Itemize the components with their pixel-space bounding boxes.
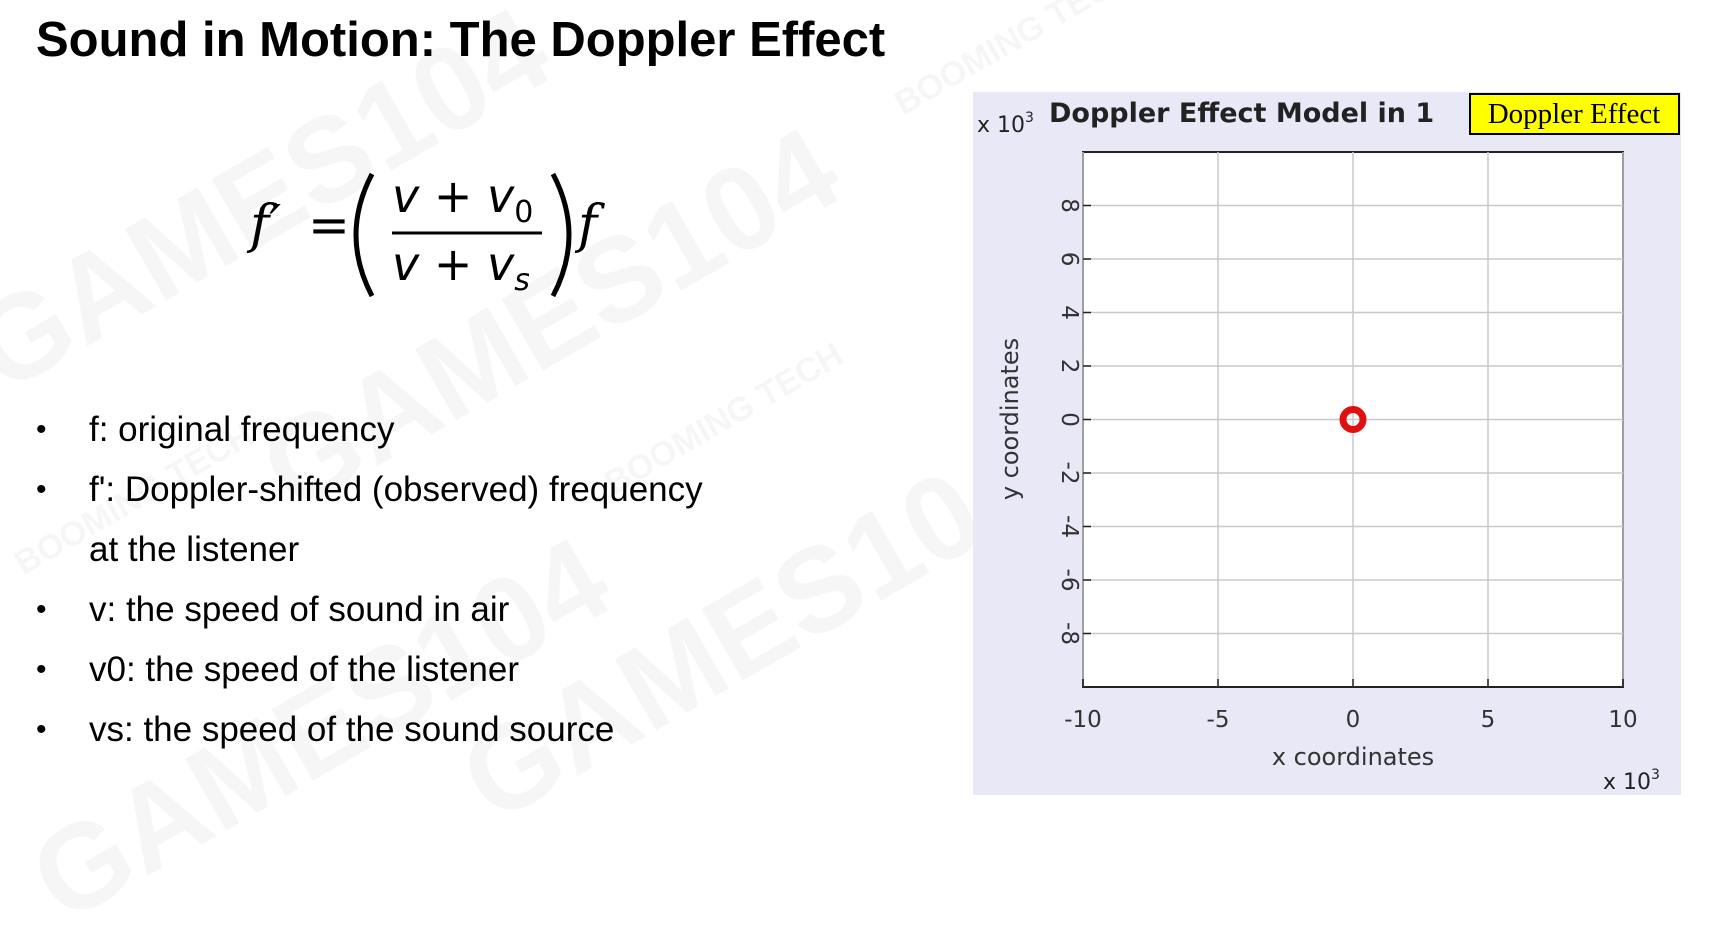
slide-title: Sound in Motion: The Doppler Effect — [36, 13, 886, 67]
doppler-simulation-figure: x 103 Doppler Effect Model in 1 Doppler … — [973, 92, 1681, 795]
y-axis-label: y coordinates — [996, 338, 1024, 500]
formula-denominator-sub: s — [514, 263, 530, 298]
x-multiplier: x 103 — [1603, 767, 1660, 795]
x-tick-label: 0 — [1346, 707, 1361, 733]
bullet-text-continued: at the listener — [89, 530, 300, 569]
chart-title: Doppler Effect Model in 1 — [1049, 98, 1434, 129]
bullet-dot: • — [36, 473, 47, 506]
sound-source-point — [1339, 406, 1367, 433]
formula-denominator-main: v + v — [392, 237, 515, 291]
bullet-text: f': Doppler-shifted (observed) frequency — [89, 470, 703, 509]
bullet-dot: • — [36, 413, 47, 446]
x-tick-label: -10 — [1064, 707, 1102, 733]
y-multiplier: x 103 — [977, 110, 1034, 138]
definitions-list: • f: original frequency • f': Doppler-shif… — [36, 400, 703, 760]
bullet-text: v: the speed of sound in air — [89, 590, 510, 629]
doppler-plot: x 103 Doppler Effect Model in 1 Doppler … — [977, 93, 1680, 795]
list-item: • v: the speed of sound in air — [36, 580, 703, 640]
x-tick-label: -5 — [1207, 707, 1230, 733]
formula-left-paren — [353, 172, 375, 298]
y-tick-label: -6 — [1056, 569, 1082, 592]
formula-numerator-sub: 0 — [514, 195, 533, 230]
y-tick-label: -2 — [1056, 462, 1082, 485]
x-tick-label: 10 — [1608, 707, 1637, 733]
bullet-dot: • — [36, 713, 47, 746]
formula-lhs: f′ — [246, 195, 281, 255]
list-item: • vs: the speed of the sound source — [36, 700, 703, 760]
bullet-text: vs: the speed of the sound source — [89, 710, 615, 749]
bullet-text: f: original frequency — [89, 410, 395, 449]
formula-right-paren — [550, 172, 572, 298]
formula-equals: = — [308, 196, 350, 254]
formula-trailing: f — [574, 195, 605, 255]
list-item: • f: original frequency — [36, 400, 703, 460]
bullet-dot: • — [36, 653, 47, 686]
formula-numerator-main: v + v — [392, 169, 515, 223]
source-points — [1339, 406, 1367, 433]
bullet-text: v0: the speed of the listener — [89, 650, 519, 689]
formula-denominator: v + vs — [392, 237, 530, 298]
doppler-formula: f′ = v + v0 v + vs f — [246, 169, 605, 298]
y-tick-label: -8 — [1056, 622, 1082, 645]
list-item: • f': Doppler-shifted (observed) frequenc… — [36, 460, 703, 580]
y-tick-label: 0 — [1056, 412, 1082, 427]
bullet-dot: • — [36, 593, 47, 626]
y-tick-label: 4 — [1056, 305, 1082, 320]
axis-ticks: -10 -5 0 5 10 -8 -6 -4 -2 0 2 4 6 8 — [1056, 198, 1638, 733]
x-tick-label: 5 — [1481, 707, 1496, 733]
y-tick-label: 8 — [1056, 198, 1082, 213]
chart-title-tag-box — [1469, 93, 1680, 135]
list-item: • v0: the speed of the listener — [36, 640, 703, 700]
chart-title-tag: Doppler Effect — [1488, 98, 1661, 130]
x-axis-label: x coordinates — [1272, 743, 1434, 771]
y-tick-label: 2 — [1056, 359, 1082, 374]
formula-numerator: v + v0 — [392, 169, 533, 230]
y-tick-label: 6 — [1056, 252, 1082, 267]
y-tick-label: -4 — [1056, 515, 1082, 538]
